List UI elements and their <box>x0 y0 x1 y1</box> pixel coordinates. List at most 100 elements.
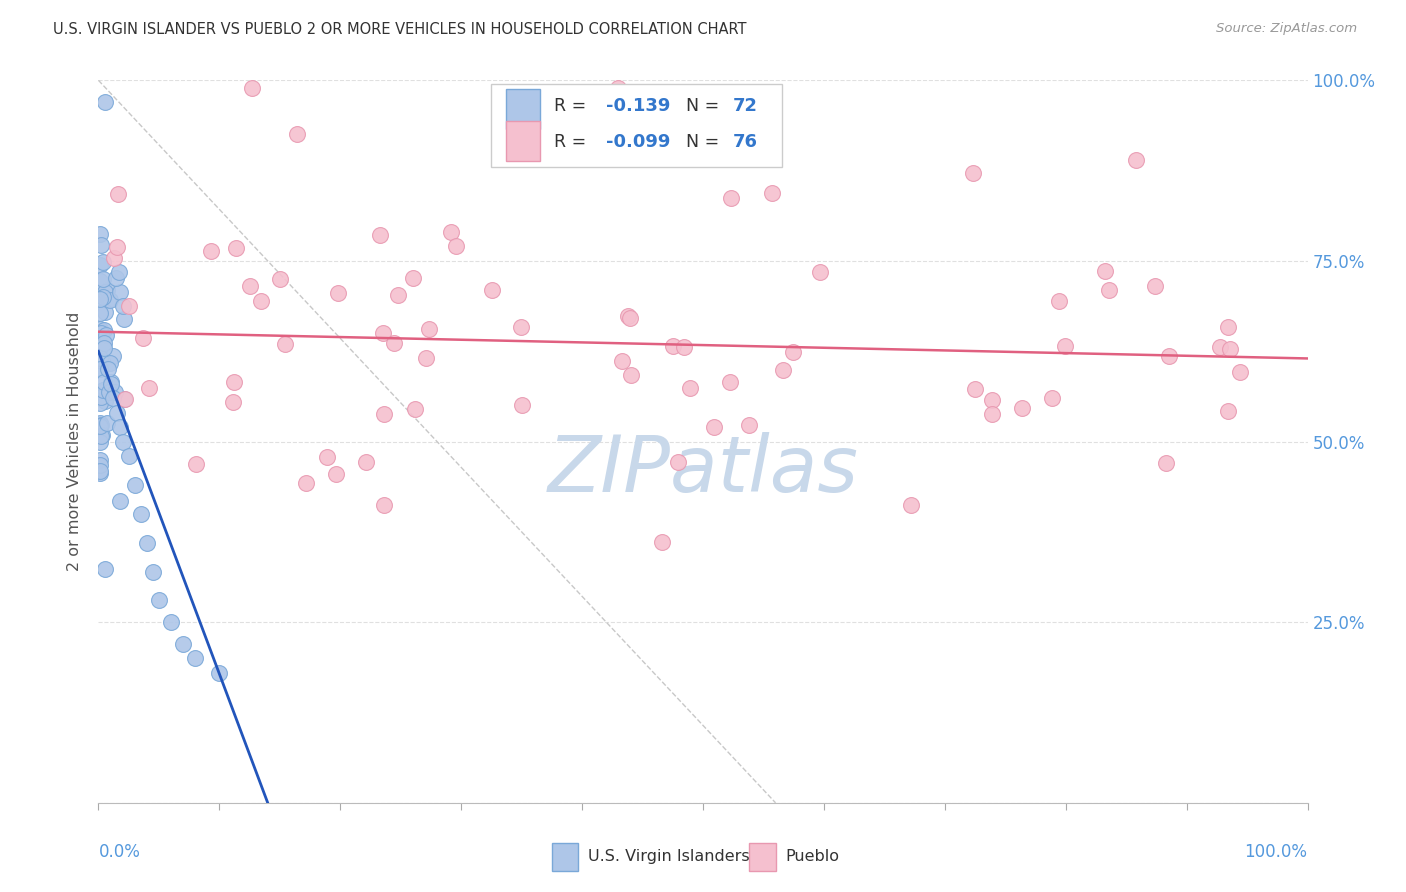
FancyBboxPatch shape <box>506 121 540 161</box>
Point <box>1216 404 1239 418</box>
Point <box>93 384 115 398</box>
Point <box>101 349 124 363</box>
Point <box>89 275 111 289</box>
Point <box>440 225 463 239</box>
Point <box>101 391 124 405</box>
Point <box>90 326 112 340</box>
Point <box>89 418 111 433</box>
Point <box>89 435 111 450</box>
Point <box>89 466 111 480</box>
Point <box>100 356 122 370</box>
Point <box>90 429 112 443</box>
Point <box>93 323 115 337</box>
Point <box>89 452 111 467</box>
Point <box>239 278 262 293</box>
Point <box>89 293 111 307</box>
Point <box>97 293 120 307</box>
Point <box>981 407 1004 421</box>
Text: 0.0%: 0.0% <box>98 843 141 861</box>
Point <box>1053 338 1076 352</box>
Point <box>738 418 761 433</box>
Point <box>1143 279 1166 293</box>
Point <box>273 337 295 351</box>
Point <box>89 259 111 273</box>
Point <box>124 478 146 492</box>
Point <box>718 375 741 389</box>
Point <box>112 392 135 406</box>
Point <box>962 166 984 180</box>
Point <box>103 251 125 265</box>
Point <box>118 449 141 463</box>
Point <box>89 458 111 473</box>
Point <box>94 95 117 109</box>
Point <box>354 455 377 469</box>
Text: 72: 72 <box>734 96 758 114</box>
Point <box>900 498 922 512</box>
Point <box>90 428 112 442</box>
Point <box>148 593 170 607</box>
Point <box>1216 319 1239 334</box>
Point <box>1219 342 1241 356</box>
Point <box>481 283 503 297</box>
Point <box>107 240 129 254</box>
Point <box>89 227 111 241</box>
Text: -0.139: -0.139 <box>606 96 671 114</box>
Point <box>373 498 395 512</box>
Point <box>94 394 117 409</box>
Y-axis label: 2 or more Vehicles in Household: 2 or more Vehicles in Household <box>67 312 83 571</box>
Point <box>250 293 273 308</box>
Point <box>184 457 207 471</box>
Point <box>415 351 437 365</box>
FancyBboxPatch shape <box>492 84 782 167</box>
FancyBboxPatch shape <box>506 89 540 128</box>
Point <box>980 392 1002 407</box>
Point <box>172 637 194 651</box>
Point <box>114 392 136 406</box>
Point <box>132 331 155 345</box>
Text: N =: N = <box>675 133 725 151</box>
Text: N =: N = <box>675 96 725 114</box>
Point <box>607 80 630 95</box>
Point <box>371 326 394 340</box>
Point <box>96 416 118 430</box>
Point <box>510 398 533 412</box>
Point <box>368 227 391 242</box>
Point <box>94 562 117 576</box>
Point <box>160 615 183 630</box>
Point <box>93 336 115 351</box>
Text: R =: R = <box>554 96 592 114</box>
Point <box>666 455 689 469</box>
Text: Pueblo: Pueblo <box>785 849 839 864</box>
Point <box>612 353 634 368</box>
Point <box>93 341 115 355</box>
Point <box>90 418 112 433</box>
Point <box>661 339 683 353</box>
Point <box>111 299 134 313</box>
Point <box>619 311 641 326</box>
Point <box>110 493 132 508</box>
Point <box>208 665 231 680</box>
Text: 76: 76 <box>734 133 758 151</box>
Text: Source: ZipAtlas.com: Source: ZipAtlas.com <box>1216 22 1357 36</box>
Text: R =: R = <box>554 133 592 151</box>
Text: -0.099: -0.099 <box>606 133 671 151</box>
Point <box>444 239 467 253</box>
Point <box>108 285 131 299</box>
Point <box>98 385 121 400</box>
Point <box>90 353 112 368</box>
Point <box>651 534 673 549</box>
Point <box>1229 365 1251 379</box>
Point <box>107 265 129 279</box>
Point <box>382 336 405 351</box>
Point <box>89 362 111 376</box>
Point <box>387 287 409 301</box>
Point <box>782 345 804 359</box>
Point <box>963 383 986 397</box>
Point <box>617 310 640 324</box>
Text: U.S. VIRGIN ISLANDER VS PUEBLO 2 OR MORE VEHICLES IN HOUSEHOLD CORRELATION CHART: U.S. VIRGIN ISLANDER VS PUEBLO 2 OR MORE… <box>53 22 747 37</box>
Point <box>91 290 114 304</box>
Point <box>240 80 263 95</box>
Point <box>1125 153 1147 167</box>
Point <box>1047 293 1070 308</box>
Text: ZIPatlas: ZIPatlas <box>547 433 859 508</box>
